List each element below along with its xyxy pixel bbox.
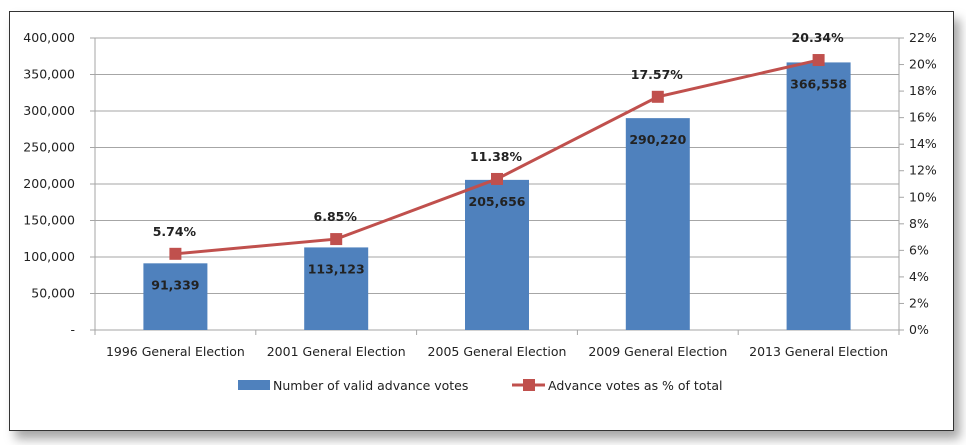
bar-data-label: 366,558	[790, 76, 847, 91]
line-marker	[651, 90, 664, 103]
legend-label-line: Advance votes as % of total	[548, 378, 723, 393]
right-tick-label: 10%	[909, 189, 937, 204]
line-marker	[812, 54, 825, 67]
bar-data-label: 91,339	[151, 277, 199, 292]
line-data-label: 6.85%	[314, 209, 358, 224]
line-data-label: 20.34%	[792, 30, 845, 45]
bar-data-label: 290,220	[629, 132, 686, 147]
bar	[786, 62, 851, 330]
legend-label-bar: Number of valid advance votes	[273, 378, 468, 393]
line-marker	[330, 233, 343, 246]
bar-data-label: 113,123	[308, 261, 365, 276]
left-tick-label: 350,000	[23, 67, 75, 82]
right-tick-label: 20%	[909, 57, 937, 72]
bar	[625, 118, 690, 330]
bar	[304, 247, 369, 330]
left-tick-label: 300,000	[23, 103, 75, 118]
right-tick-label: 2%	[909, 295, 929, 310]
left-tick-label: 50,000	[31, 286, 75, 301]
legend-swatch-marker	[523, 379, 535, 391]
right-tick-label: 12%	[909, 163, 937, 178]
left-tick-label: 200,000	[23, 176, 75, 191]
line-data-label: 17.57%	[631, 67, 684, 82]
category-label: 2013 General Election	[749, 344, 888, 359]
right-tick-label: 18%	[909, 83, 937, 98]
right-tick-label: 16%	[909, 110, 937, 125]
line-data-label: 5.74%	[153, 224, 197, 239]
bar	[143, 263, 208, 330]
category-label: 2001 General Election	[267, 344, 406, 359]
right-tick-label: 14%	[909, 136, 937, 151]
left-tick-label: 150,000	[23, 213, 75, 228]
left-tick-label: -	[70, 322, 75, 337]
right-tick-label: 0%	[909, 322, 929, 337]
category-label: 1996 General Election	[106, 344, 245, 359]
right-tick-label: 8%	[909, 216, 929, 231]
right-tick-label: 6%	[909, 242, 929, 257]
line-marker	[491, 172, 503, 185]
bar	[465, 179, 529, 330]
category-label: 2009 General Election	[588, 344, 727, 359]
left-tick-label: 100,000	[23, 249, 75, 264]
left-tick-label: 250,000	[23, 140, 75, 155]
right-tick-label: 22%	[909, 30, 937, 45]
right-tick-label: 4%	[909, 269, 929, 284]
bar-data-label: 205,656	[469, 194, 526, 209]
category-label: 2005 General Election	[428, 344, 567, 359]
legend-swatch-bar	[238, 380, 270, 390]
line-marker	[169, 247, 182, 260]
line-data-label: 11.38%	[470, 149, 523, 164]
left-tick-label: 400,000	[23, 30, 75, 45]
